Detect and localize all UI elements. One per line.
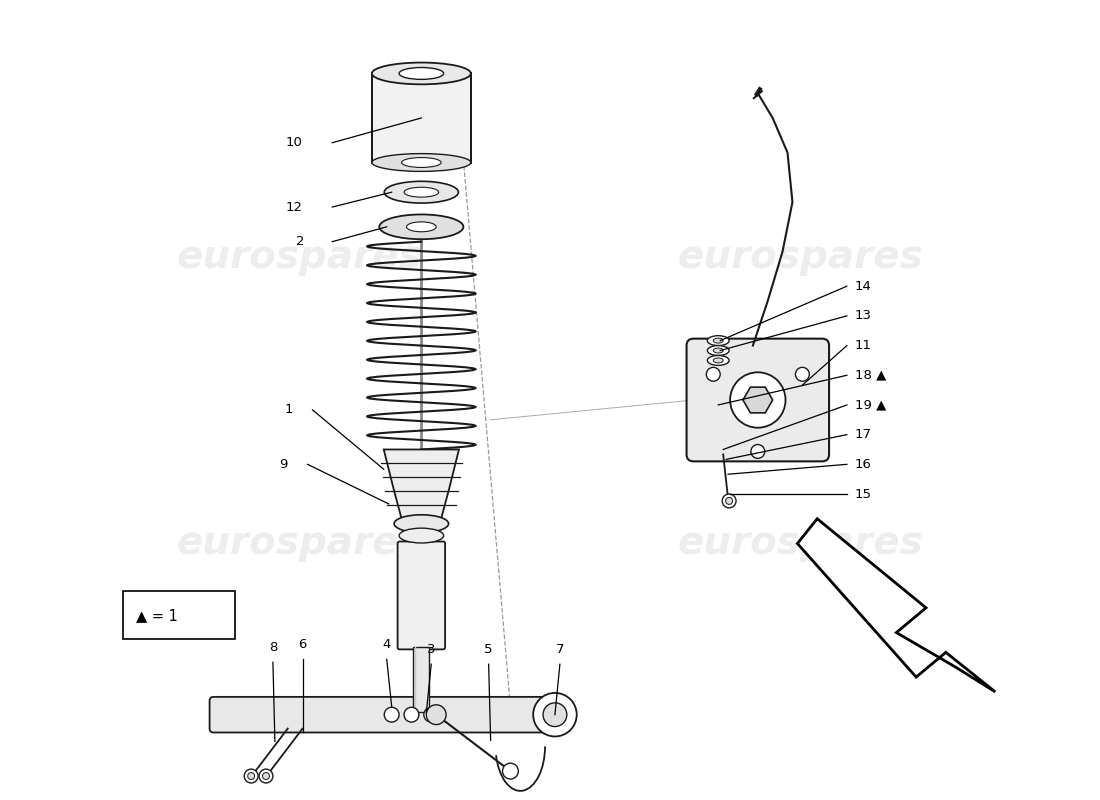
Circle shape (260, 769, 273, 783)
Circle shape (706, 367, 721, 381)
Text: 16: 16 (855, 458, 871, 471)
Text: 3: 3 (427, 643, 436, 656)
Circle shape (723, 494, 736, 508)
Text: 5: 5 (484, 643, 493, 656)
Ellipse shape (707, 346, 729, 355)
Circle shape (751, 445, 764, 458)
Text: 4: 4 (383, 638, 390, 651)
Ellipse shape (384, 182, 459, 203)
Ellipse shape (379, 214, 463, 239)
Ellipse shape (399, 67, 443, 79)
Text: eurospares: eurospares (678, 238, 923, 277)
Text: 1: 1 (284, 403, 293, 416)
Circle shape (404, 707, 419, 722)
Text: 18 ▲: 18 ▲ (855, 369, 887, 382)
Text: 19 ▲: 19 ▲ (855, 398, 887, 411)
Text: 7: 7 (556, 643, 564, 656)
Circle shape (427, 705, 447, 725)
Text: ▲ = 1: ▲ = 1 (136, 608, 178, 623)
Ellipse shape (399, 528, 443, 543)
Text: 15: 15 (855, 487, 872, 501)
FancyBboxPatch shape (397, 542, 446, 650)
Circle shape (424, 707, 439, 722)
Text: 12: 12 (286, 201, 302, 214)
Ellipse shape (372, 154, 471, 171)
FancyBboxPatch shape (210, 697, 564, 733)
FancyBboxPatch shape (686, 338, 829, 462)
Circle shape (503, 763, 518, 779)
Ellipse shape (407, 222, 437, 232)
FancyBboxPatch shape (122, 591, 235, 639)
Ellipse shape (707, 355, 729, 366)
Text: 10: 10 (286, 136, 302, 150)
Text: 8: 8 (268, 642, 277, 654)
Text: 11: 11 (855, 339, 872, 352)
Ellipse shape (404, 187, 439, 197)
Circle shape (384, 707, 399, 722)
Text: 17: 17 (855, 428, 872, 441)
Ellipse shape (394, 514, 449, 533)
Ellipse shape (372, 62, 471, 84)
Circle shape (534, 693, 576, 737)
Polygon shape (798, 518, 996, 692)
Circle shape (244, 769, 258, 783)
Polygon shape (742, 387, 772, 413)
Text: 2: 2 (296, 235, 305, 248)
Circle shape (726, 498, 733, 505)
Bar (414, 647, 429, 712)
FancyBboxPatch shape (372, 74, 471, 162)
Ellipse shape (402, 158, 441, 167)
Text: 13: 13 (855, 310, 872, 322)
Circle shape (543, 703, 566, 726)
Circle shape (730, 372, 785, 428)
Ellipse shape (713, 338, 723, 343)
Polygon shape (384, 450, 459, 518)
Text: eurospares: eurospares (177, 238, 422, 277)
Circle shape (248, 773, 254, 779)
Ellipse shape (713, 348, 723, 353)
Text: 6: 6 (298, 638, 307, 651)
Ellipse shape (713, 358, 723, 363)
Ellipse shape (707, 336, 729, 346)
Text: 14: 14 (855, 280, 871, 293)
Text: 9: 9 (279, 458, 288, 471)
Text: eurospares: eurospares (177, 523, 422, 562)
Circle shape (795, 367, 810, 381)
Text: eurospares: eurospares (678, 523, 923, 562)
Circle shape (263, 773, 270, 779)
